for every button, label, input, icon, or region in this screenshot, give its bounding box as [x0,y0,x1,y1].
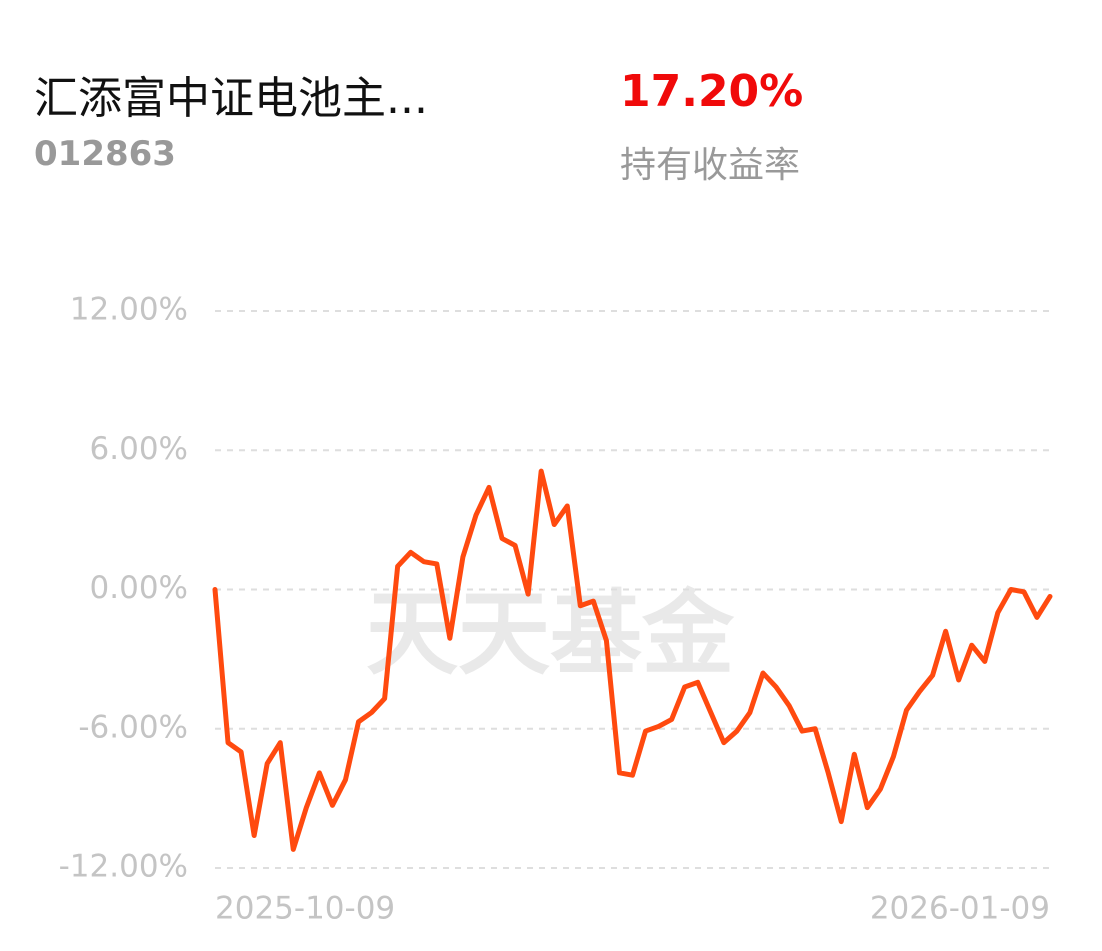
line-series [212,468,1053,852]
y-tick-label: 0.00% [90,570,188,606]
fund-title[interactable]: 汇添富中证电池主... [34,73,428,124]
y-tick-label: -6.00% [78,709,188,745]
return-value: 17.20% [620,66,804,117]
watermark: 天天基金 [366,580,735,687]
return-label: 持有收益率 [620,145,801,186]
fund-code: 012863 [34,134,176,174]
y-tick-label: 12.00% [70,292,188,328]
x-tick-label: 2025-10-09 [215,891,395,927]
y-tick-label: 6.00% [90,431,188,467]
y-tick-label: -12.00% [59,849,188,885]
x-tick-label: 2026-01-09 [870,891,1050,927]
